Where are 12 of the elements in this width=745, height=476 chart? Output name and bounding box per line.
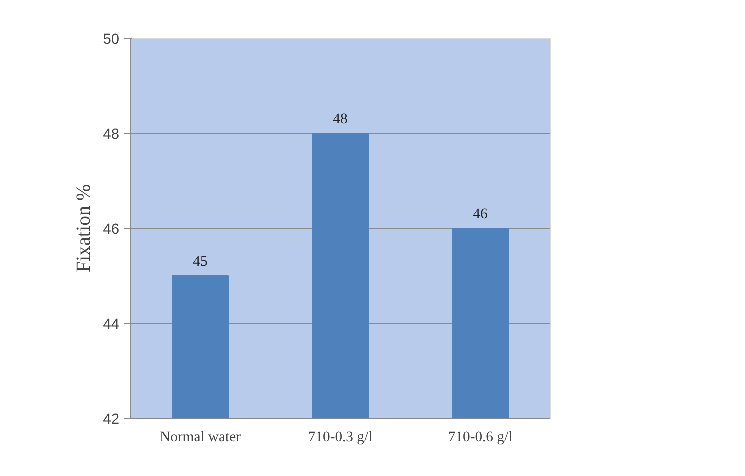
y-axis-title: Fixation % bbox=[73, 184, 96, 273]
data-label: 46 bbox=[473, 206, 488, 222]
y-tick-label: 50 bbox=[103, 32, 120, 48]
y-tick-label: 42 bbox=[103, 412, 120, 428]
data-label: 48 bbox=[333, 112, 348, 128]
y-tick-label: 48 bbox=[103, 127, 120, 143]
y-tick-label: 44 bbox=[103, 317, 120, 333]
x-tick-label: Normal water bbox=[160, 430, 242, 446]
data-label: 45 bbox=[193, 254, 208, 270]
y-tick-label: 46 bbox=[103, 222, 120, 238]
x-tick-label: 710-0.3 g/l bbox=[308, 430, 373, 446]
x-tick-label: 710-0.6 g/l bbox=[448, 430, 513, 446]
